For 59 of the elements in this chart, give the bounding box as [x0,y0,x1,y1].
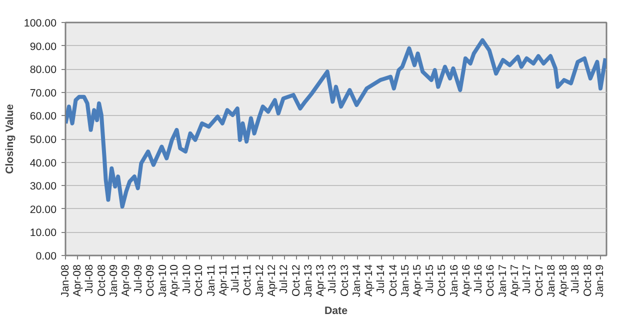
y-tick-label: 40.00 [30,157,57,170]
x-tick-label: Apr-17 [508,264,521,296]
y-tick-label: 90.00 [30,40,57,53]
x-tick-label: Apr-13 [314,264,327,296]
y-tick-label: 20.00 [30,204,57,216]
y-tick-label: 60.00 [30,110,57,123]
x-tick-label: Jan-08 [60,264,72,298]
x-tick-label: Jul-13 [326,264,339,294]
x-tick-label: Jul-10 [180,264,193,294]
x-tick-label: Oct-16 [484,264,497,296]
x-tick-label: Oct-18 [582,264,594,296]
x-tick-label: Apr-14 [363,264,376,296]
x-tick-label: Jan-13 [302,264,315,298]
x-tick-label: Jan-11 [205,264,218,296]
x-tick-label: Oct-10 [193,264,206,296]
x-tick-label: Oct-11 [242,264,254,296]
x-tick-label: Jan-15 [400,264,412,298]
x-tick-label: Oct-17 [533,264,546,296]
y-tick-label: 10.00 [30,227,57,240]
line-series [66,38,606,209]
x-tick-label: Jan-16 [448,264,460,298]
x-tick-label: Jul-17 [521,264,534,294]
y-tick-label: 50.00 [30,134,57,146]
x-tick-label: Jan-14 [351,264,364,298]
x-tick-label: Jul-15 [424,264,436,294]
x-tick-label: Oct-08 [96,264,108,296]
x-tick-label: Apr-18 [558,264,570,296]
x-tick-label: Jul-11 [229,264,242,293]
x-tick-label: Jan-17 [496,264,509,298]
x-tick-label: Oct-14 [387,264,400,296]
x-tick-label: Oct-09 [144,264,157,296]
x-tick-label: Jan-10 [156,264,169,298]
x-tick-label: Apr-08 [72,264,84,296]
x-tick-label: Apr-09 [120,264,132,296]
x-tick-label: Oct-15 [436,264,448,296]
x-tick-label: Apr-12 [266,264,278,296]
x-tick-label: Jan-18 [546,264,558,298]
y-tick-label: 100.00 [24,18,57,30]
y-tick-label: 80.00 [30,64,57,76]
x-axis-title: Date [324,305,348,318]
x-tick-label: Jul-09 [132,264,144,294]
y-tick-label: 30.00 [30,180,57,193]
x-tick-label: Apr-16 [460,264,472,296]
x-tick-label: Jul-16 [472,264,484,294]
x-tick-label: Oct-13 [338,264,351,296]
y-tick-label: 0.00 [36,250,57,262]
y-axis-title: Closing Value [4,104,16,174]
y-tick-label: 70.00 [30,87,57,100]
x-tick-label: Jan-09 [108,264,120,298]
x-tick-label: Apr-11 [217,264,230,296]
x-tick-label: Jul-18 [570,264,582,294]
x-tick-label: Jul-08 [84,264,96,294]
x-tick-label: Apr-15 [412,264,424,296]
x-tick-label: Oct-12 [290,264,302,296]
x-tick-label: Jan-12 [254,264,266,298]
x-tick-label: Jul-12 [278,264,290,294]
x-tick-label: Apr-10 [168,264,181,296]
x-tick-label: Jul-14 [375,264,388,294]
x-tick-label: Jan-19 [594,264,606,298]
